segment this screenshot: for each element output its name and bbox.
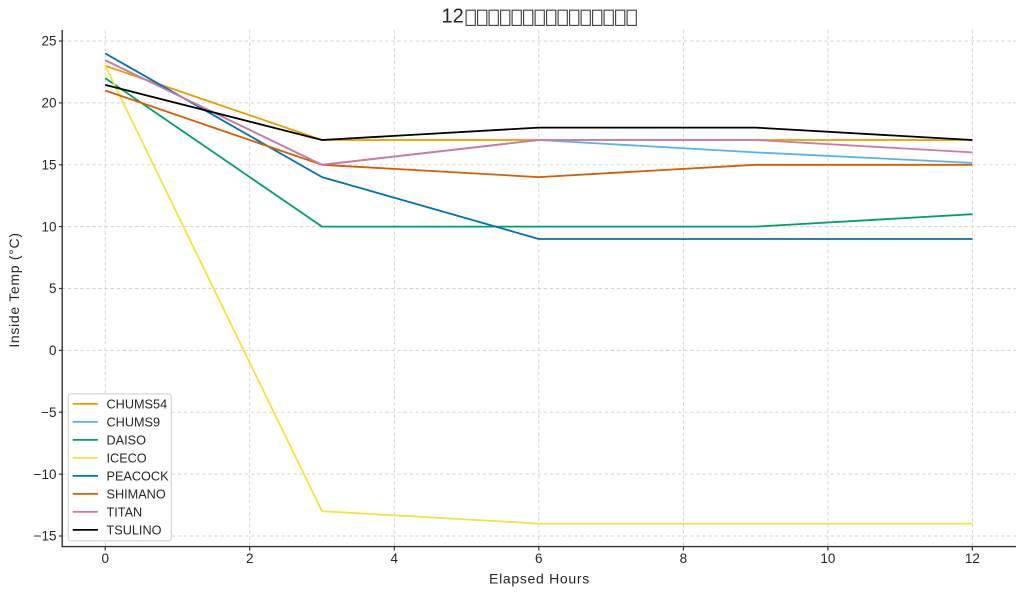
svg-text:−5: −5	[41, 405, 56, 420]
svg-text:CHUMS9: CHUMS9	[107, 416, 161, 430]
svg-text:0: 0	[101, 551, 109, 566]
svg-text:8: 8	[680, 551, 688, 566]
svg-text:10: 10	[820, 551, 835, 566]
svg-text:−15: −15	[34, 529, 57, 544]
svg-text:12: 12	[442, 6, 464, 28]
svg-text:25: 25	[41, 34, 56, 49]
svg-text:DAISO: DAISO	[107, 434, 147, 448]
svg-text:TITAN: TITAN	[107, 506, 143, 520]
svg-text:6: 6	[535, 551, 543, 566]
svg-text:PEACOCK: PEACOCK	[107, 470, 170, 484]
svg-text:Inside Temp (°C): Inside Temp (°C)	[6, 232, 22, 347]
svg-text:12: 12	[965, 551, 980, 566]
svg-text:SHIMANO: SHIMANO	[107, 488, 166, 502]
svg-text:−10: −10	[34, 467, 57, 482]
svg-text:15: 15	[41, 158, 56, 173]
svg-text:4: 4	[391, 551, 399, 566]
svg-text:CHUMS54: CHUMS54	[107, 398, 168, 412]
svg-text:0: 0	[49, 343, 57, 358]
svg-text:TSULINO: TSULINO	[107, 524, 162, 538]
svg-text:ICECO: ICECO	[107, 452, 147, 466]
svg-text:2: 2	[246, 551, 254, 566]
svg-text:Elapsed Hours: Elapsed Hours	[489, 571, 590, 587]
svg-text:5: 5	[49, 281, 57, 296]
svg-text:10: 10	[41, 219, 56, 234]
svg-text:20: 20	[41, 96, 56, 111]
